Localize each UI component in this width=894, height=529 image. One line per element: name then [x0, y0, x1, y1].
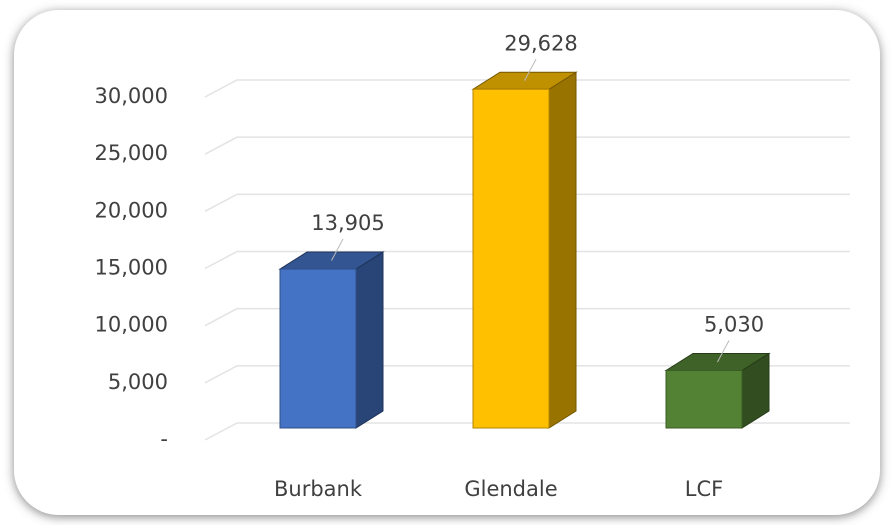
grid-line	[204, 193, 850, 212]
bar	[471, 71, 578, 429]
bar-front	[665, 369, 743, 429]
bar	[664, 352, 771, 429]
value-label: 13,905	[311, 211, 384, 235]
x-tick-label: LCF	[685, 477, 723, 501]
bar-side	[355, 251, 384, 429]
y-tick-label: 25,000	[95, 141, 168, 165]
grid-line	[204, 250, 850, 270]
y-tick-label: 5,000	[108, 370, 168, 394]
y-tick-label: 15,000	[95, 256, 168, 280]
y-tick-label: -	[160, 427, 168, 451]
leader-line	[524, 59, 537, 81]
y-tick-label: 30,000	[95, 84, 168, 108]
leader-line	[717, 340, 730, 363]
bar-front	[472, 88, 550, 429]
grid-line	[204, 422, 850, 441]
grid-line	[204, 307, 850, 327]
card	[14, 10, 880, 515]
grid-line	[204, 365, 850, 384]
grid-line	[204, 136, 850, 155]
value-label: 29,628	[504, 31, 577, 55]
bar-front	[279, 268, 357, 429]
bar	[278, 251, 385, 429]
value-label: 5,030	[704, 312, 764, 336]
y-tick-label: 10,000	[95, 313, 168, 337]
y-tick-label: 20,000	[95, 198, 168, 222]
x-tick-label: Burbank	[274, 477, 363, 501]
x-tick-label: Glendale	[464, 477, 557, 501]
leader-line	[331, 238, 344, 261]
bar-side	[548, 71, 577, 429]
grid-line	[204, 79, 850, 98]
